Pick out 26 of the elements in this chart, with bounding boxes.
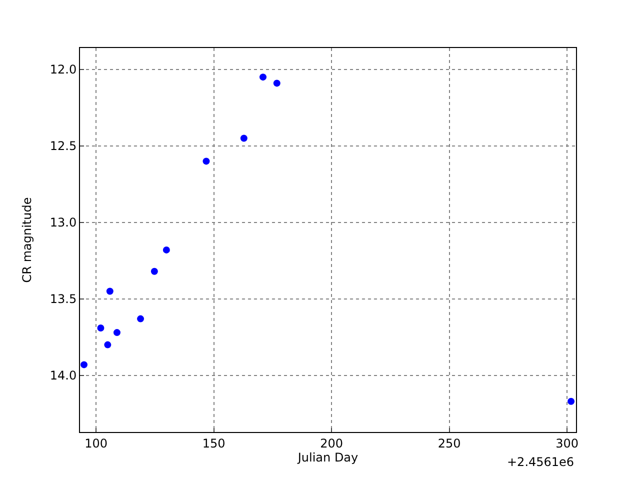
y-tick-label: 12.0	[50, 62, 77, 77]
point	[113, 329, 120, 336]
y-tick-label: 12.5	[50, 139, 77, 154]
point	[150, 268, 158, 275]
x-tick-label: 250	[438, 436, 461, 450]
point	[106, 288, 114, 295]
point	[273, 80, 280, 87]
x-tick-label: 200	[320, 436, 343, 450]
x-axis-title: Julian Day	[296, 450, 358, 464]
y-tick-label: 13.5	[50, 292, 77, 306]
point	[162, 246, 170, 254]
y-tick-label: 13.0	[50, 216, 77, 230]
x-tick-label: 100	[84, 436, 108, 450]
point	[202, 158, 210, 165]
x-tick-label: 150	[202, 436, 226, 450]
point	[568, 398, 575, 405]
point	[97, 324, 104, 332]
point	[137, 315, 144, 322]
point	[260, 74, 266, 81]
point	[80, 361, 88, 368]
point	[240, 134, 248, 142]
point	[104, 341, 112, 348]
x-tick-label: 300	[556, 436, 579, 450]
text: +2.4561e6	[507, 455, 574, 469]
y-axis-title: CR magnitude	[20, 197, 34, 283]
y-tick-label: 14.0	[50, 368, 77, 383]
